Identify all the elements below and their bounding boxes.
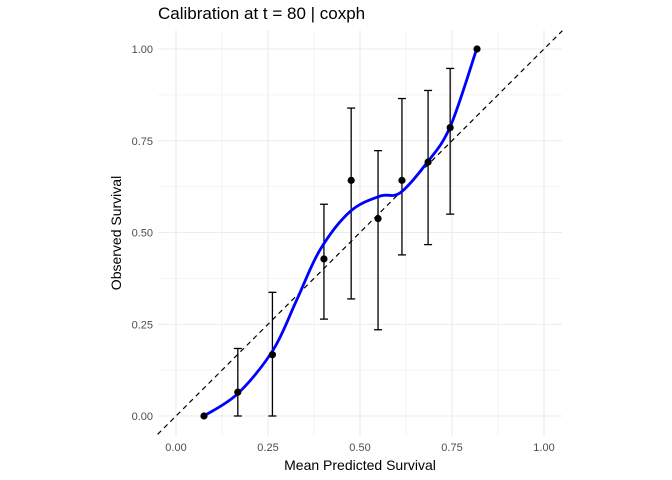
y-tick-label: 0.25 [132, 319, 153, 331]
calibration-curve [203, 48, 478, 418]
error-bars [233, 67, 455, 417]
x-tick-label: 0.25 [257, 442, 278, 454]
ticks: 0.00 0.25 0.50 0.75 1.00 0.00 0.25 0.50 0.75 1.00 [132, 44, 555, 454]
x-axis-label: Mean Predicted Survival [284, 457, 436, 473]
y-tick-label: 0.00 [132, 411, 153, 423]
grid [158, 30, 562, 436]
data-point [347, 176, 355, 184]
data-point [398, 176, 406, 184]
x-tick-label: 1.00 [533, 442, 554, 454]
y-tick-label: 0.75 [132, 136, 153, 148]
data-point [424, 158, 432, 166]
x-tick-label: 0.00 [165, 442, 186, 454]
smooth-curve [203, 48, 478, 418]
data-point [234, 388, 242, 396]
y-tick-label: 1.00 [132, 44, 153, 56]
data-point [200, 412, 208, 420]
data-point [320, 255, 328, 263]
data-point [268, 351, 277, 359]
chart-title: Calibration at t = 80 | coxph [158, 4, 365, 23]
x-tick-label: 0.75 [441, 442, 462, 454]
y-tick-label: 0.50 [132, 228, 153, 240]
data-point [446, 123, 454, 132]
points [200, 45, 481, 420]
data-point [473, 45, 481, 53]
data-point [374, 214, 382, 223]
y-axis-label: Observed Survival [108, 176, 124, 290]
x-tick-label: 0.50 [349, 442, 370, 454]
